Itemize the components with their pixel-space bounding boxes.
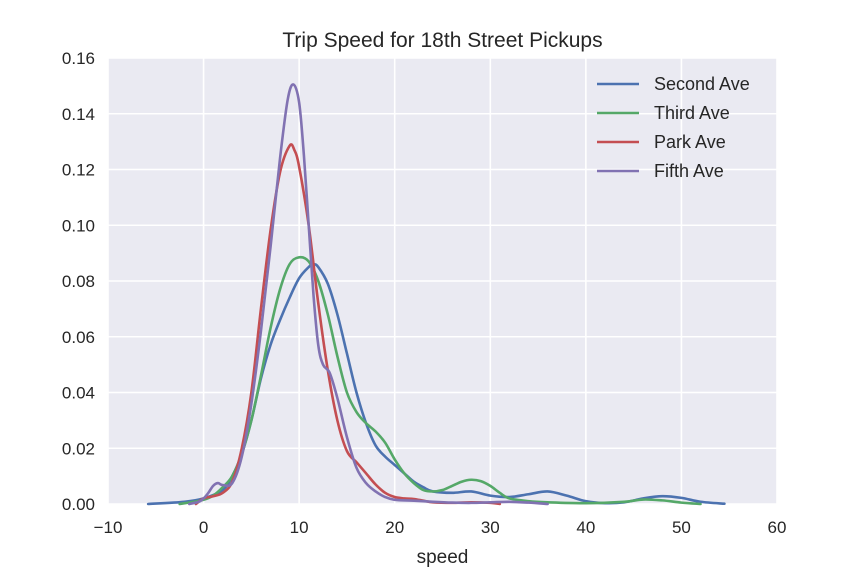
- grid: [107, 57, 778, 505]
- legend: Second Ave Third Ave Park Ave Fifth Ave: [597, 74, 750, 181]
- y-tick-label: 0.14: [62, 105, 95, 124]
- x-tick-label: 20: [385, 518, 404, 537]
- series-line-third-ave: [178, 255, 702, 506]
- series-line-fifth-ave: [187, 83, 549, 506]
- y-tick-label: 0.02: [62, 439, 95, 458]
- y-tick-label: 0.00: [62, 495, 95, 514]
- x-tick-label: 40: [576, 518, 595, 537]
- x-tick-label: 60: [768, 518, 787, 537]
- y-tick-label: 0.06: [62, 328, 95, 347]
- legend-label-third-ave: Third Ave: [654, 103, 730, 123]
- y-tick-label: 0.08: [62, 272, 95, 291]
- legend-label-park-ave: Park Ave: [654, 132, 726, 152]
- y-tick-label: 0.10: [62, 216, 95, 235]
- x-axis-label: speed: [417, 547, 469, 568]
- x-tick-labels: −10 0 10 20 30 40 50 60: [94, 518, 787, 537]
- y-tick-label: 0.04: [62, 384, 95, 403]
- x-tick-label: 0: [199, 518, 208, 537]
- legend-label-second-ave: Second Ave: [654, 74, 750, 94]
- y-tick-label: 0.12: [62, 161, 95, 180]
- y-tick-labels: 0.00 0.02 0.04 0.06 0.08 0.10 0.12 0.14 0.16: [62, 49, 95, 514]
- series-lines: [146, 83, 726, 506]
- x-tick-label: 50: [672, 518, 691, 537]
- x-tick-label: −10: [94, 518, 123, 537]
- y-tick-label: 0.16: [62, 49, 95, 68]
- x-tick-label: 10: [290, 518, 309, 537]
- x-tick-label: 30: [481, 518, 500, 537]
- legend-label-fifth-ave: Fifth Ave: [654, 161, 724, 181]
- chart-title: Trip Speed for 18th Street Pickups: [282, 29, 602, 52]
